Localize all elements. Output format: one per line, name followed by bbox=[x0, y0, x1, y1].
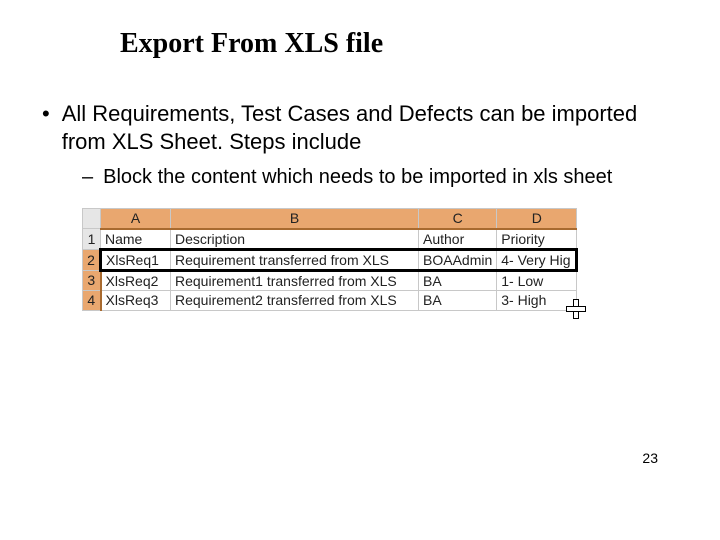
bullet-main: • All Requirements, Test Cases and Defec… bbox=[42, 100, 680, 156]
cell: Author bbox=[419, 229, 497, 250]
table-row: 3 XlsReq2 Requirement1 transferred from … bbox=[83, 270, 577, 290]
cell: BA bbox=[419, 290, 497, 310]
page-number: 23 bbox=[642, 450, 658, 466]
col-header-c: C bbox=[419, 209, 497, 229]
row-header-3: 3 bbox=[83, 270, 101, 290]
bullet-dot-icon: • bbox=[42, 100, 50, 128]
spreadsheet-region: A B C D 1 Name Description Author Priori… bbox=[82, 208, 578, 311]
cell: Requirement transferred from XLS bbox=[171, 249, 419, 270]
cell: BOAAdmin bbox=[419, 249, 497, 270]
bullet-dash-icon: – bbox=[82, 164, 93, 190]
table-row: 2 XlsReq1 Requirement transferred from X… bbox=[83, 249, 577, 270]
col-header-d: D bbox=[497, 209, 577, 229]
cell: BA bbox=[419, 270, 497, 290]
col-header-a: A bbox=[101, 209, 171, 229]
cell: XlsReq2 bbox=[101, 270, 171, 290]
row-header-1: 1 bbox=[83, 229, 101, 250]
spreadsheet-table: A B C D 1 Name Description Author Priori… bbox=[82, 208, 578, 311]
bullet-sub-text: Block the content which needs to be impo… bbox=[103, 164, 612, 190]
cell: XlsReq1 bbox=[101, 249, 171, 270]
cell: Requirement2 transferred from XLS bbox=[171, 290, 419, 310]
column-header-row: A B C D bbox=[83, 209, 577, 229]
bullet-sub: – Block the content which needs to be im… bbox=[82, 164, 680, 190]
row-header-2: 2 bbox=[83, 249, 101, 270]
bullet-main-text: All Requirements, Test Cases and Defects… bbox=[62, 100, 680, 156]
corner-cell bbox=[83, 209, 101, 229]
table-row: 1 Name Description Author Priority bbox=[83, 229, 577, 250]
cell: Priority bbox=[497, 229, 577, 250]
row-header-4: 4 bbox=[83, 290, 101, 310]
cell: Requirement1 transferred from XLS bbox=[171, 270, 419, 290]
cell: 3- High bbox=[497, 290, 577, 310]
cell: 1- Low bbox=[497, 270, 577, 290]
page-title: Export From XLS file bbox=[120, 28, 680, 60]
cell: XlsReq3 bbox=[101, 290, 171, 310]
cell: Description bbox=[171, 229, 419, 250]
cell: 4- Very Hig bbox=[497, 249, 577, 270]
col-header-b: B bbox=[171, 209, 419, 229]
cell: Name bbox=[101, 229, 171, 250]
table-row: 4 XlsReq3 Requirement2 transferred from … bbox=[83, 290, 577, 310]
